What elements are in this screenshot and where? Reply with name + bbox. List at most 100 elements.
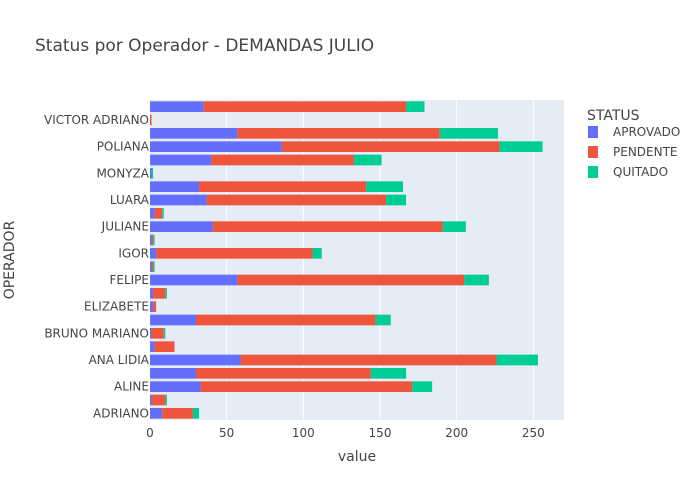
legend-swatch-pendente[interactable] xyxy=(588,146,598,158)
bar-segment-pendente xyxy=(154,341,175,352)
bar-segment-aprovado xyxy=(150,154,212,166)
bar-segment-pendente xyxy=(200,381,413,392)
bar-segment-aprovado xyxy=(150,341,155,352)
bar-segment-pendente xyxy=(199,181,367,192)
bar-segment-aprovado xyxy=(150,368,196,379)
bar-segment-pendente xyxy=(151,234,154,246)
bar-segment-aprovado xyxy=(150,261,152,272)
legend-swatch-aprovado[interactable] xyxy=(588,126,598,138)
bar-segment-quitado xyxy=(162,208,164,219)
x-axis-title: value xyxy=(338,449,376,465)
bar-segment-aprovado xyxy=(150,301,154,312)
y-axis-title: OPERADOR xyxy=(2,220,18,299)
bar-segment-aprovado xyxy=(150,328,152,339)
bar-segment-pendente xyxy=(211,154,354,166)
y-tick-label: MONYZA xyxy=(96,166,149,180)
bar-segment-aprovado xyxy=(150,128,238,139)
bar-segment-aprovado xyxy=(150,394,152,406)
bars xyxy=(150,101,543,419)
bar-segment-pendente xyxy=(281,141,500,152)
bar-segment-quitado xyxy=(375,314,391,326)
bar-segment-quitado xyxy=(370,368,407,379)
bar-segment-quitado xyxy=(153,234,155,246)
bar-segment-aprovado xyxy=(150,234,152,246)
bar-segment-pendente xyxy=(151,394,166,406)
bar-segment-aprovado xyxy=(150,101,204,112)
bar-segment-aprovado xyxy=(150,168,152,179)
x-tick-label: 50 xyxy=(219,426,234,440)
bar-segment-pendente xyxy=(151,328,164,339)
y-tick-label: ANA LIDIA xyxy=(89,353,150,367)
bar-segment-pendente xyxy=(206,194,387,206)
bar-segment-pendente xyxy=(203,101,407,112)
bar-segment-quitado xyxy=(353,154,382,166)
x-tick-label: 100 xyxy=(292,426,315,440)
bar-segment-pendente xyxy=(237,128,440,139)
bar-segment-aprovado xyxy=(150,208,155,219)
bar-segment-aprovado xyxy=(150,288,154,299)
y-tick-label: FELIPE xyxy=(109,273,149,287)
bar-segment-aprovado xyxy=(150,381,201,392)
bar-segment-aprovado xyxy=(150,408,163,419)
bar-segment-quitado xyxy=(412,381,433,392)
bar-segment-aprovado xyxy=(150,141,282,152)
x-tick-label: 200 xyxy=(445,426,468,440)
bar-segment-aprovado xyxy=(150,194,207,206)
y-tick-labels: ADRIANO ALINE ANA LIDIA BRUNO MARIANO ELIZAB… xyxy=(44,113,150,420)
bar-segment-pendente xyxy=(240,354,497,366)
y-tick-label: LUARA xyxy=(110,193,150,207)
y-tick-label: BRUNO MARIANO xyxy=(44,326,149,340)
bar-segment-pendente xyxy=(156,248,313,259)
bar-segment-pendente xyxy=(237,274,465,286)
bar-segment-quitado xyxy=(499,141,543,152)
bar-segment-pendente xyxy=(153,288,166,299)
bar-segment-quitado xyxy=(386,194,407,206)
bar-segment-quitado xyxy=(312,248,322,259)
legend-title: STATUS xyxy=(587,108,640,124)
y-tick-label: JULIANE xyxy=(101,220,149,234)
bar-segment-aprovado xyxy=(150,221,213,232)
bar-segment-aprovado xyxy=(150,248,157,259)
bar-segment-quitado xyxy=(163,328,166,339)
legend-label-quitado[interactable]: QUITADO xyxy=(613,165,668,179)
grid-lines xyxy=(226,100,534,420)
legend-swatch-quitado[interactable] xyxy=(588,166,598,178)
bar-segment-pendente xyxy=(162,408,193,419)
y-tick-label: POLIANA xyxy=(97,140,150,154)
bar-segment-pendente xyxy=(153,301,157,312)
bar-segment-aprovado xyxy=(150,314,196,326)
bar-segment-pendente xyxy=(212,221,443,232)
bar-segment-aprovado xyxy=(150,274,238,286)
bar-segment-quitado xyxy=(153,261,155,272)
plot-background xyxy=(150,100,564,420)
bar-segment-pendente xyxy=(196,368,371,379)
bar-segment-quitado xyxy=(151,168,154,179)
legend-label-pendente[interactable]: PENDENTE xyxy=(613,145,678,159)
bar-segment-aprovado xyxy=(150,181,200,192)
bar-segment-quitado xyxy=(165,394,167,406)
y-tick-label: ALINE xyxy=(114,380,149,394)
bar-segment-pendente xyxy=(196,314,376,326)
x-tick-label: 0 xyxy=(146,426,154,440)
y-tick-label: VICTOR ADRIANO xyxy=(44,113,149,127)
y-tick-label: ADRIANO xyxy=(93,406,149,420)
bar-segment-pendente xyxy=(154,208,163,219)
bar-segment-quitado xyxy=(165,288,167,299)
bar-segment-quitado xyxy=(439,128,499,139)
bar-segment-quitado xyxy=(406,101,425,112)
bar-segment-quitado xyxy=(464,274,489,286)
chart-title: Status por Operador - DEMANDAS JULIO xyxy=(35,36,374,56)
legend-label-aprovado[interactable]: APROVADO xyxy=(613,125,680,139)
bar-segment-quitado xyxy=(366,181,403,192)
x-tick-label: 150 xyxy=(369,426,392,440)
bar-segment-pendente xyxy=(151,261,154,272)
bar-segment-quitado xyxy=(442,221,466,232)
y-tick-label: IGOR xyxy=(118,246,149,260)
legend: STATUS APROVADO PENDENTE QUITADO xyxy=(587,108,680,179)
bar-segment-aprovado xyxy=(150,354,241,366)
x-tick-label: 250 xyxy=(522,426,545,440)
y-tick-label: ELIZABETE xyxy=(84,300,149,314)
x-tick-labels: 0 50 100 150 200 250 xyxy=(146,426,545,440)
